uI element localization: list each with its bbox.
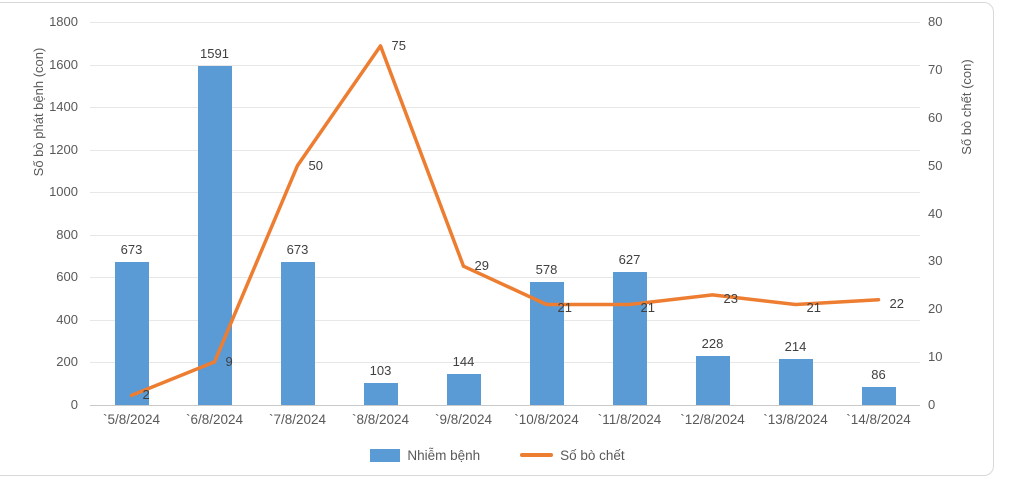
bar-value-label: 86 xyxy=(871,366,886,382)
bar-value-label: 673 xyxy=(286,241,309,257)
left-axis-tick-label: 1400 xyxy=(49,99,78,115)
category-label: `14/8/2024 xyxy=(846,412,911,427)
gridline xyxy=(90,405,920,406)
left-axis-tick-label: 0 xyxy=(70,397,78,412)
line-value-label: 50 xyxy=(308,157,323,173)
bar xyxy=(695,356,730,405)
category-label: `8/8/2024 xyxy=(351,412,410,427)
chart-frame xyxy=(0,2,994,476)
bar-value-label: 228 xyxy=(701,336,724,352)
left-axis-tick-label: 1200 xyxy=(49,141,78,157)
right-axis-tick-label: 40 xyxy=(928,205,943,221)
bar-value-label: 578 xyxy=(535,262,558,277)
line-value-label: 23 xyxy=(723,290,738,306)
bar-value-label: 1591 xyxy=(200,46,229,62)
bar xyxy=(280,261,315,405)
legend-item-bar-series: Nhiễm bệnh xyxy=(370,448,480,463)
bar xyxy=(861,386,896,405)
category-label: `13/8/2024 xyxy=(763,412,828,427)
bar xyxy=(612,271,647,405)
right-axis-tick-label: 50 xyxy=(928,157,943,173)
bar xyxy=(114,261,149,405)
line-value-label: 21 xyxy=(640,300,655,316)
bar-value-label: 214 xyxy=(784,339,807,355)
bar xyxy=(778,359,813,405)
category-label: `12/8/2024 xyxy=(680,412,745,427)
legend-label-line-series: Số bò chết xyxy=(560,447,625,463)
left-axis-tick-label: 1600 xyxy=(49,56,78,72)
legend-label-bar-series: Nhiễm bệnh xyxy=(407,447,481,463)
line-series-swatch-icon xyxy=(520,453,554,457)
line-value-label: 29 xyxy=(474,258,489,274)
category-label: `9/8/2024 xyxy=(434,412,493,427)
right-axis-tick-label: 70 xyxy=(928,61,943,77)
right-axis-tick-label: 10 xyxy=(928,349,943,365)
category-label: `7/8/2024 xyxy=(268,412,327,427)
left-axis-tick-label: 200 xyxy=(56,354,78,370)
legend: Nhiễm bệnh Số bò chết xyxy=(0,445,995,465)
line-value-label: 21 xyxy=(557,300,572,316)
line-value-label: 21 xyxy=(806,300,821,316)
right-axis-tick-label: 20 xyxy=(928,301,943,317)
left-axis-tick-label: 1000 xyxy=(49,184,78,200)
left-axis-tick-label: 800 xyxy=(56,226,78,242)
left-axis-tick-label: 600 xyxy=(56,269,78,285)
bar-value-label: 103 xyxy=(369,363,392,379)
bar-value-label: 144 xyxy=(452,354,475,370)
bar-value-label: 673 xyxy=(120,241,143,257)
right-axis-tick-label: 30 xyxy=(928,253,943,269)
line-value-label: 2 xyxy=(142,387,150,403)
line-value-label: 9 xyxy=(225,353,233,369)
line-value-label: 22 xyxy=(889,295,904,311)
legend-item-line-series: Số bò chết xyxy=(520,448,625,463)
right-axis-tick-label: 80 xyxy=(928,14,943,29)
gridline xyxy=(90,64,920,66)
left-axis-tick-label: 400 xyxy=(56,311,78,327)
right-axis-tick-label: 0 xyxy=(928,397,936,412)
right-axis-title: Số bò chết (con) xyxy=(959,59,974,155)
category-label: `5/8/2024 xyxy=(102,412,161,427)
bar xyxy=(446,374,481,405)
left-axis-tick-label: 1800 xyxy=(49,14,78,29)
line-value-label: 75 xyxy=(391,37,406,53)
bar xyxy=(363,383,398,405)
category-label: `6/8/2024 xyxy=(185,412,244,427)
bar-value-label: 627 xyxy=(618,251,641,267)
category-label: `10/8/2024 xyxy=(514,412,579,427)
category-label: `11/8/2024 xyxy=(597,412,662,427)
bar-series-swatch-icon xyxy=(370,448,401,462)
gridline xyxy=(90,22,920,23)
right-axis-tick-label: 60 xyxy=(928,109,943,125)
